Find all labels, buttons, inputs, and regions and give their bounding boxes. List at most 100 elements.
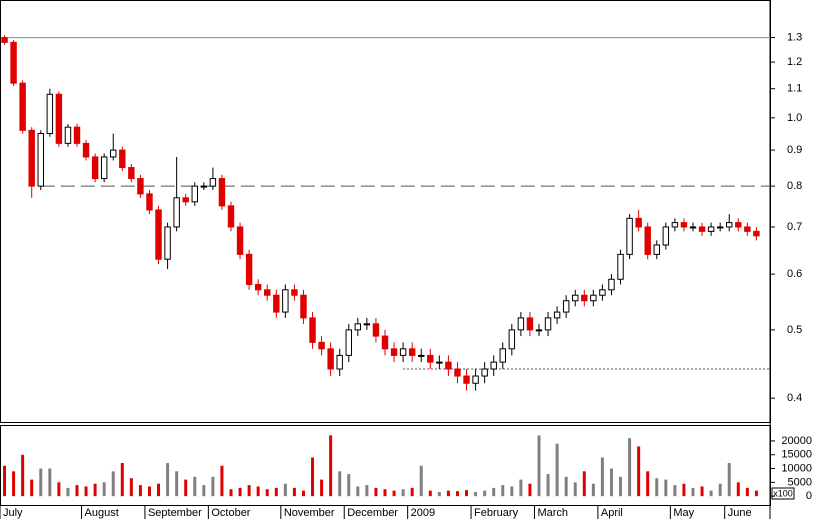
y-tick-label: 0.5 (787, 324, 802, 336)
volume-bar (419, 465, 423, 497)
y-tick-label: 0.4 (787, 392, 802, 404)
candle-body (227, 205, 235, 228)
y-tick-label: 0.7 (787, 221, 802, 233)
volume-bar (446, 490, 450, 497)
candle-body (508, 329, 516, 350)
candle-body (644, 226, 651, 255)
candle-body (590, 294, 597, 302)
candle-body (517, 317, 525, 331)
volume-bar (102, 482, 106, 497)
candle-body (46, 93, 54, 135)
candle-body (408, 348, 416, 356)
volume-bar (700, 486, 704, 497)
volume-bar (718, 483, 722, 497)
candle-body (472, 375, 479, 384)
candle-body (345, 329, 352, 356)
volume-bar (356, 486, 360, 497)
candle-body (309, 317, 316, 343)
volume-bar (492, 487, 496, 497)
volume-bar (329, 435, 333, 497)
candle-body (454, 368, 461, 377)
volume-bar (166, 463, 170, 497)
price-panel (0, 0, 771, 423)
volume-bar (528, 483, 532, 497)
candle-body (463, 375, 470, 384)
candle-body (707, 226, 715, 232)
y-tick-label: 1.1 (787, 83, 802, 95)
candle-body (617, 253, 624, 280)
candle-body (535, 329, 543, 332)
candle-body (526, 317, 534, 331)
volume-bar (311, 457, 315, 497)
candle-body (626, 217, 633, 255)
candle-body (137, 178, 144, 195)
volume-bar (365, 485, 369, 497)
x-tick-label: May (673, 507, 694, 519)
volume-bar (655, 478, 659, 497)
volume-bar (57, 482, 61, 497)
candle-body (735, 222, 742, 228)
unit-box (771, 487, 795, 500)
volume-bar (483, 490, 487, 497)
volume-bar (637, 446, 641, 497)
volume-bar (320, 479, 324, 497)
x-tick-label: December (347, 507, 398, 519)
x-tick-label: February (474, 507, 519, 519)
candle-body (572, 294, 579, 302)
volume-bar (383, 489, 387, 497)
candle-body (155, 209, 162, 260)
candle-body (191, 185, 198, 203)
volume-bar (129, 478, 133, 497)
candle-body (481, 368, 488, 377)
volume-bar (220, 465, 224, 497)
volume-bar (84, 486, 88, 497)
candle-body (753, 230, 760, 237)
volume-bar (21, 454, 25, 497)
x-tick-label: September (148, 507, 202, 519)
y-tick-label: 1.0 (787, 112, 802, 124)
volume-bar (646, 471, 650, 497)
volume-bar (691, 487, 695, 497)
candle-body (164, 226, 171, 260)
volume-tick-label: 15000 (781, 449, 812, 461)
volume-bar (39, 468, 43, 497)
volume-bar (338, 471, 342, 497)
volume-bar (437, 492, 441, 497)
y-tick-label: 1.2 (787, 56, 802, 68)
candle-body (390, 348, 398, 356)
volume-bar (664, 479, 668, 497)
candle-body (418, 354, 425, 357)
x-tick-label: June (728, 507, 752, 519)
candle-body (662, 226, 670, 246)
volume-bar (184, 479, 188, 497)
candle-body (744, 226, 751, 232)
volume-bar (628, 438, 632, 497)
volume-bar (175, 471, 179, 497)
volume-bar (510, 486, 514, 497)
candle-body (381, 335, 389, 350)
candle-body (599, 289, 606, 296)
volume-bar (546, 474, 550, 497)
volume-bar (709, 490, 713, 497)
volume-bar (374, 487, 378, 497)
candle-body (318, 341, 325, 350)
candle-body (336, 354, 343, 370)
candle-body (581, 294, 588, 302)
candle-body (128, 167, 135, 180)
candle-body (436, 361, 443, 364)
x-tick-label: November (284, 507, 335, 519)
volume-bar (48, 468, 52, 497)
volume-bar (157, 483, 161, 497)
x-tick-label: August (85, 507, 119, 519)
candle-body (671, 222, 679, 228)
y-tick-label: 1.3 (787, 32, 802, 44)
volume-bar (573, 482, 577, 497)
volume-bar (256, 486, 260, 497)
volume-bar (283, 483, 287, 497)
volume-bar (736, 482, 740, 497)
candle-body (110, 149, 117, 158)
volume-bar (75, 485, 79, 497)
volume-bar (30, 479, 34, 497)
candle-body (37, 133, 44, 187)
candle-body (698, 226, 706, 232)
